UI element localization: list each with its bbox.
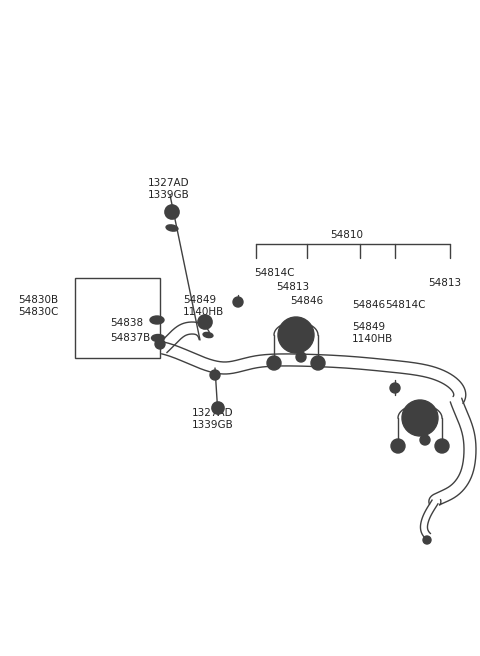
Text: 54837B: 54837B (110, 333, 150, 343)
Circle shape (390, 383, 400, 393)
Circle shape (267, 356, 281, 370)
Circle shape (165, 205, 179, 219)
Text: 54838: 54838 (110, 318, 143, 328)
Text: 54849
1140HB: 54849 1140HB (352, 322, 393, 344)
Ellipse shape (203, 333, 213, 338)
Circle shape (278, 317, 314, 353)
Circle shape (410, 408, 430, 428)
Circle shape (198, 315, 212, 329)
Text: 54849
1140HB: 54849 1140HB (183, 295, 224, 317)
Text: 54830B
54830C: 54830B 54830C (18, 295, 59, 317)
Text: 1327AD
1339GB: 1327AD 1339GB (148, 178, 190, 199)
Circle shape (391, 439, 405, 453)
Text: 54846: 54846 (290, 296, 323, 306)
Text: 54814C: 54814C (254, 268, 295, 278)
Circle shape (286, 325, 306, 345)
Circle shape (212, 402, 224, 414)
Circle shape (435, 439, 449, 453)
Text: 54810: 54810 (330, 230, 363, 240)
Text: 54814C: 54814C (385, 300, 425, 310)
Circle shape (420, 435, 430, 445)
Circle shape (216, 405, 220, 411)
Text: 1327AD
1339GB: 1327AD 1339GB (192, 408, 234, 430)
Ellipse shape (166, 225, 178, 231)
Circle shape (233, 297, 243, 307)
Circle shape (169, 209, 175, 215)
Text: 54813: 54813 (276, 282, 309, 292)
Circle shape (202, 319, 208, 325)
Ellipse shape (150, 316, 164, 324)
Circle shape (402, 400, 438, 436)
Text: 54846: 54846 (352, 300, 385, 310)
Circle shape (311, 356, 325, 370)
Ellipse shape (152, 335, 165, 342)
Circle shape (423, 536, 431, 544)
Circle shape (210, 370, 220, 380)
Bar (75, 278, 160, 358)
Text: 54813: 54813 (428, 278, 461, 288)
Circle shape (155, 339, 165, 349)
Circle shape (296, 352, 306, 362)
